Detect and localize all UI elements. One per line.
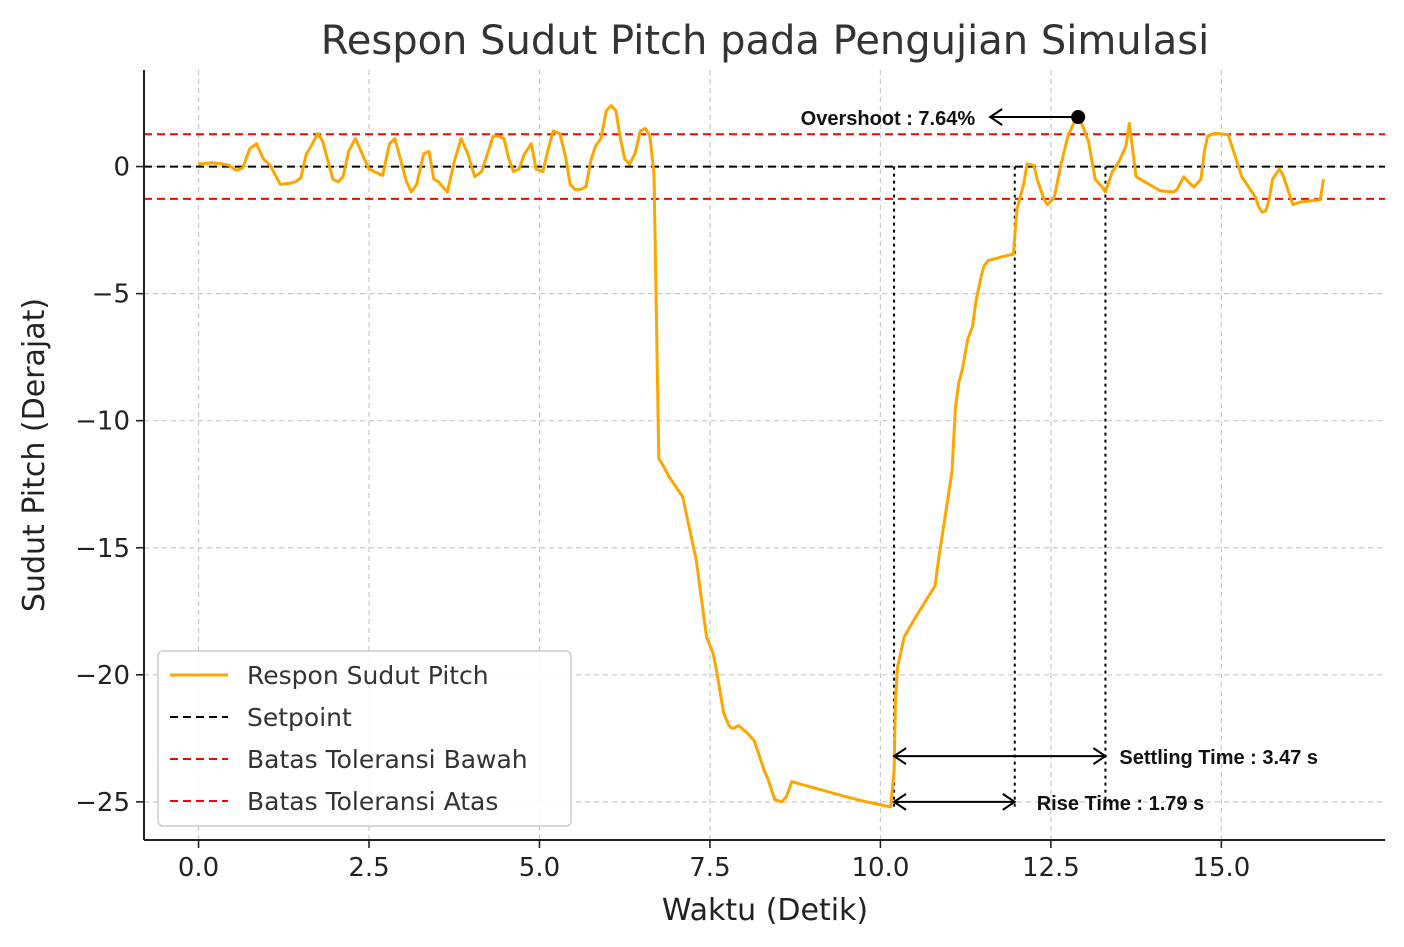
tick-labels: 0.0 2.5 5.0 7.5 10.0 12.5 15.0 0 −5 −10 −15 −20 −25 xyxy=(75,153,1250,883)
legend-box xyxy=(157,650,572,827)
y-tick-label: −25 xyxy=(75,788,130,818)
rise-time-arrowhead-left xyxy=(892,793,907,811)
x-tick-label: 5.0 xyxy=(519,853,560,883)
x-tick-label: 15.0 xyxy=(1192,853,1250,883)
x-axis-label: Waktu (Detik) xyxy=(662,893,868,928)
x-tick-label: 10.0 xyxy=(851,853,909,883)
rise-time-label: Rise Time : 1.79 s xyxy=(1037,793,1205,815)
legend-entry: Setpoint xyxy=(247,703,352,732)
x-tick-label: 0.0 xyxy=(178,853,219,883)
rise-time-arrowhead-right xyxy=(1002,793,1017,811)
y-tick-label: −5 xyxy=(92,280,130,310)
axes xyxy=(136,70,1385,848)
y-tick-label: −20 xyxy=(75,661,130,691)
x-tick-label: 12.5 xyxy=(1022,853,1080,883)
legend: Respon Sudut Pitch Setpoint Batas Tolerans… xyxy=(157,650,572,827)
x-tick-label: 7.5 xyxy=(689,853,730,883)
legend-entry: Batas Toleransi Bawah xyxy=(247,745,528,774)
pitch-response-line xyxy=(198,104,1326,809)
settling-time-arrowhead-left xyxy=(892,747,907,765)
overshoot-arrowhead xyxy=(988,108,1003,126)
x-tick-label: 2.5 xyxy=(348,853,389,883)
series-layer xyxy=(198,104,1326,809)
chart-title: Respon Sudut Pitch pada Pengujian Simula… xyxy=(321,18,1209,64)
y-tick-label: −15 xyxy=(75,534,130,564)
overshoot-label: Overshoot : 7.64% xyxy=(801,108,976,130)
settling-time-label: Settling Time : 3.47 s xyxy=(1119,747,1318,769)
y-axis-label: Sudut Pitch (Derajat) xyxy=(17,298,52,612)
settling-time-arrowhead-right xyxy=(1092,747,1108,765)
legend-entry: Batas Toleransi Atas xyxy=(247,787,498,816)
vertical-markers xyxy=(893,166,1107,810)
reference-lines xyxy=(144,133,1385,200)
y-tick-label: −10 xyxy=(75,407,130,437)
legend-entry: Respon Sudut Pitch xyxy=(247,661,489,690)
y-tick-label: 0 xyxy=(113,153,130,183)
annotations: Overshoot : 7.64% Settling Time : 3.47 s R… xyxy=(801,108,1318,815)
